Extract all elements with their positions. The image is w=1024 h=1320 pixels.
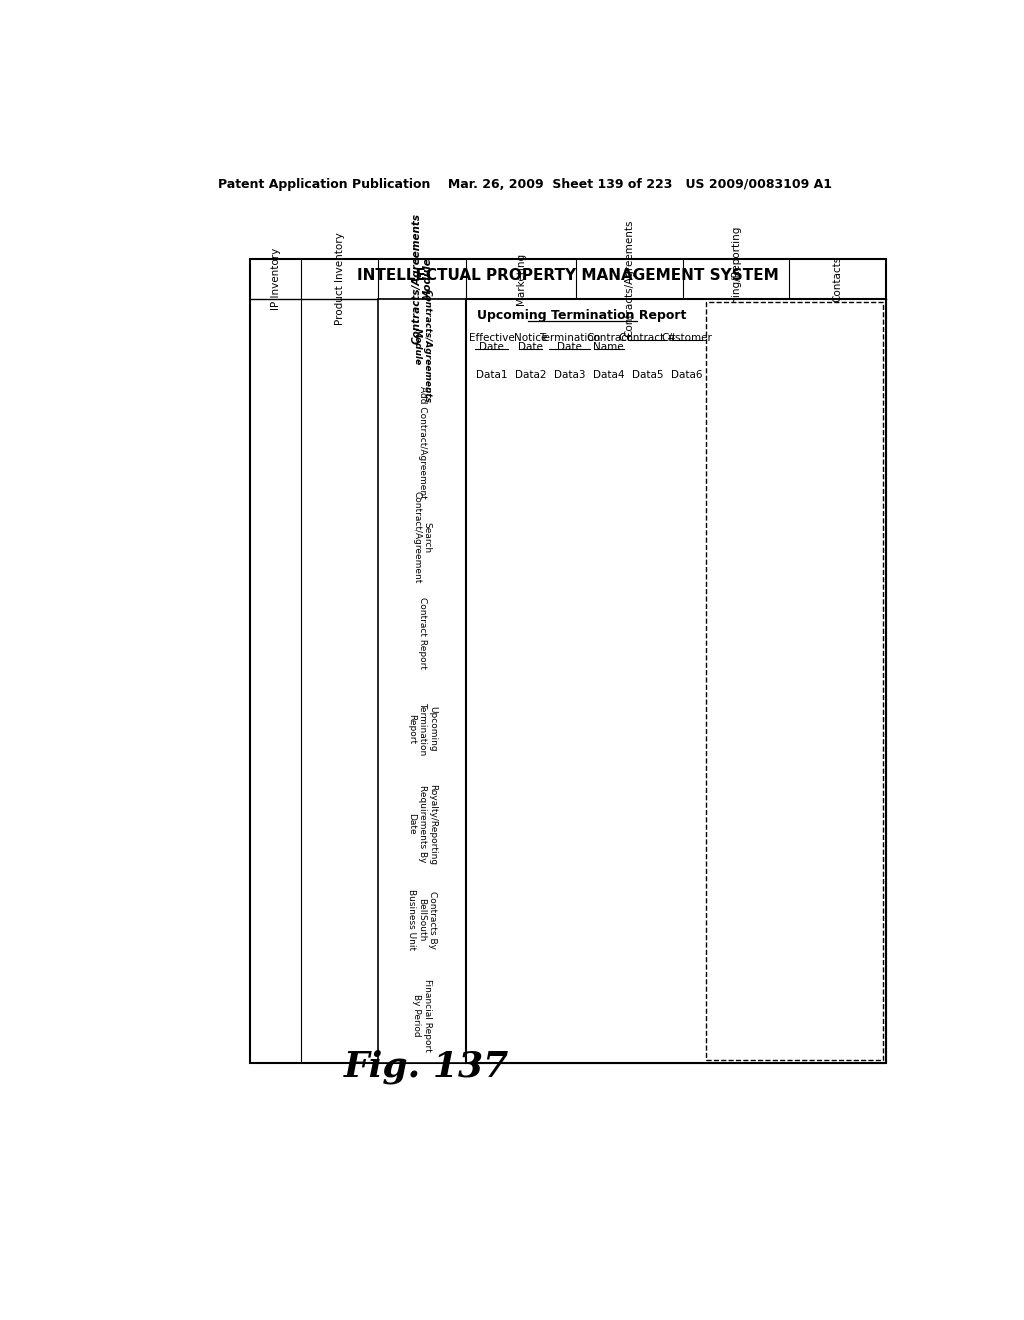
Text: Search
Contract/Agreement: Search Contract/Agreement: [413, 491, 432, 583]
Text: Marketing: Marketing: [516, 252, 526, 305]
Text: Termination: Termination: [539, 333, 600, 343]
Text: INTELLECTUAL PROPERTY MANAGEMENT SYSTEM: INTELLECTUAL PROPERTY MANAGEMENT SYSTEM: [357, 268, 779, 282]
Text: Date: Date: [557, 342, 582, 351]
Text: Contacts: Contacts: [833, 255, 843, 302]
Text: Patent Application Publication    Mar. 26, 2009  Sheet 139 of 223   US 2009/0083: Patent Application Publication Mar. 26, …: [218, 178, 831, 190]
Text: Data6: Data6: [671, 370, 702, 380]
Text: IP Inventory: IP Inventory: [270, 247, 281, 310]
Text: Data5: Data5: [632, 370, 664, 380]
Bar: [466, 298, 886, 1063]
Text: Contract #: Contract #: [620, 333, 676, 343]
Text: Product Inventory: Product Inventory: [335, 232, 344, 325]
Text: Contract Report: Contract Report: [418, 597, 427, 669]
Text: Notice: Notice: [514, 333, 547, 343]
Text: Upcoming Termination Report: Upcoming Termination Report: [477, 309, 687, 322]
Text: Customer: Customer: [662, 333, 712, 343]
Text: Name: Name: [593, 342, 624, 351]
Text: Date: Date: [479, 342, 504, 351]
Text: Contract: Contract: [586, 333, 631, 343]
Text: Fig. 137: Fig. 137: [344, 1049, 509, 1084]
Text: Contracts By
BellSouth
Business Unit: Contracts By BellSouth Business Unit: [408, 890, 437, 950]
Text: Date: Date: [518, 342, 543, 351]
Text: Effective: Effective: [469, 333, 514, 343]
Bar: [707, 302, 883, 1060]
Text: Searching/Reporting: Searching/Reporting: [731, 226, 741, 331]
Text: Add Contract/Agreement: Add Contract/Agreement: [418, 385, 427, 498]
Text: Upcoming
Termination
Report: Upcoming Termination Report: [408, 702, 437, 755]
Text: Contracts/Agreements
Module: Contracts/Agreements Module: [412, 213, 433, 345]
Text: Data1: Data1: [476, 370, 507, 380]
Text: Data2: Data2: [515, 370, 547, 380]
Text: Data4: Data4: [593, 370, 625, 380]
Bar: [251, 259, 886, 1063]
Text: Royalty/Reporting
Requirements By
Date: Royalty/Reporting Requirements By Date: [408, 784, 437, 865]
Text: Financial Report
By Period: Financial Report By Period: [413, 979, 432, 1052]
Text: Contracts/Agreements
Module: Contracts/Agreements Module: [413, 289, 432, 404]
Text: Contracts/Agreements: Contracts/Agreements: [625, 219, 635, 338]
Bar: [378, 298, 466, 1063]
Text: Data3: Data3: [554, 370, 586, 380]
